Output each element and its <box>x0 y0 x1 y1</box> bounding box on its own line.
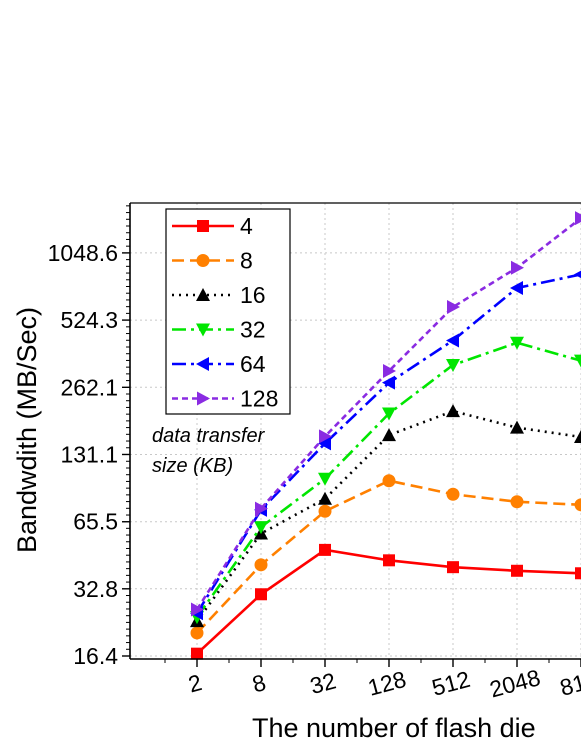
data-point-64 <box>382 375 395 390</box>
y-tick-label: 131.1 <box>60 441 118 467</box>
data-point-4 <box>319 543 331 556</box>
data-point-4 <box>575 567 581 580</box>
data-point-4 <box>255 588 267 601</box>
legend-label-16: 16 <box>240 282 266 308</box>
legend-marker-64 <box>196 357 209 371</box>
data-point-16 <box>318 491 332 505</box>
data-point-128 <box>319 429 332 444</box>
data-point-4 <box>383 554 395 567</box>
legend-label-4: 4 <box>240 213 253 239</box>
data-point-8 <box>574 498 581 512</box>
data-point-64 <box>446 333 459 348</box>
data-point-32 <box>318 472 332 486</box>
data-point-128 <box>383 364 396 379</box>
legend-annotation-line2: size (KB) <box>152 455 233 477</box>
data-point-16 <box>574 429 581 443</box>
legend-label-64: 64 <box>240 351 266 377</box>
data-point-64 <box>318 436 331 451</box>
y-tick-label: 1048.6 <box>48 240 118 266</box>
x-tick-label: 2048 <box>487 664 543 702</box>
x-tick-label: 32 <box>307 667 338 699</box>
data-point-64 <box>574 270 581 279</box>
data-point-8 <box>510 495 524 509</box>
data-point-32 <box>574 354 581 368</box>
data-point-128 <box>191 602 204 617</box>
data-point-8 <box>382 474 396 488</box>
x-tick-label: 819 <box>557 666 581 701</box>
x-axis-title: The number of flash die <box>252 713 536 743</box>
data-point-8 <box>318 504 332 518</box>
axes <box>129 202 581 660</box>
x-tick-label: 512 <box>429 666 473 701</box>
data-point-16 <box>446 404 460 418</box>
legend-marker-8 <box>196 254 210 267</box>
data-point-128 <box>255 501 268 516</box>
y-tick-label: 32.8 <box>73 576 118 602</box>
series-layer <box>190 211 581 660</box>
legend-annotation-line1: data transfer <box>152 425 266 447</box>
legend-marker-32 <box>196 323 210 337</box>
y-tick-label: 524.3 <box>60 307 118 333</box>
legend-marker-4 <box>197 220 209 232</box>
y-tick-label: 16.4 <box>73 643 118 669</box>
data-point-4 <box>511 564 523 577</box>
data-point-32 <box>510 336 524 350</box>
data-point-4 <box>191 647 203 660</box>
x-tick-label: 8 <box>249 669 268 697</box>
legend-box <box>165 208 291 415</box>
legend-marker-128 <box>197 391 210 406</box>
x-tick-label: 2 <box>185 669 204 697</box>
y-tick-label: 262.1 <box>60 374 118 400</box>
data-point-32 <box>382 407 396 421</box>
data-point-8 <box>254 558 268 572</box>
data-point-128 <box>447 300 460 315</box>
data-point-32 <box>254 521 268 535</box>
legend-label-32: 32 <box>240 317 266 343</box>
data-point-64 <box>510 281 523 296</box>
data-point-4 <box>447 561 459 574</box>
data-point-32 <box>446 358 460 372</box>
data-point-128 <box>511 260 524 275</box>
x-tick-label: 128 <box>365 666 409 701</box>
legend: 4 8 16 32 64 128 <box>165 208 291 415</box>
legend-label-8: 8 <box>240 248 253 274</box>
data-point-16 <box>382 428 396 442</box>
data-point-128 <box>575 211 581 226</box>
legend-label-128: 128 <box>240 386 278 412</box>
legend-marker-16 <box>196 288 210 301</box>
data-point-16 <box>510 420 524 434</box>
data-point-8 <box>190 626 204 640</box>
y-tick-label: 65.5 <box>73 509 118 535</box>
y-axis-title: Bandwdith (MB/Sec) <box>12 307 42 553</box>
data-point-8 <box>446 487 460 501</box>
